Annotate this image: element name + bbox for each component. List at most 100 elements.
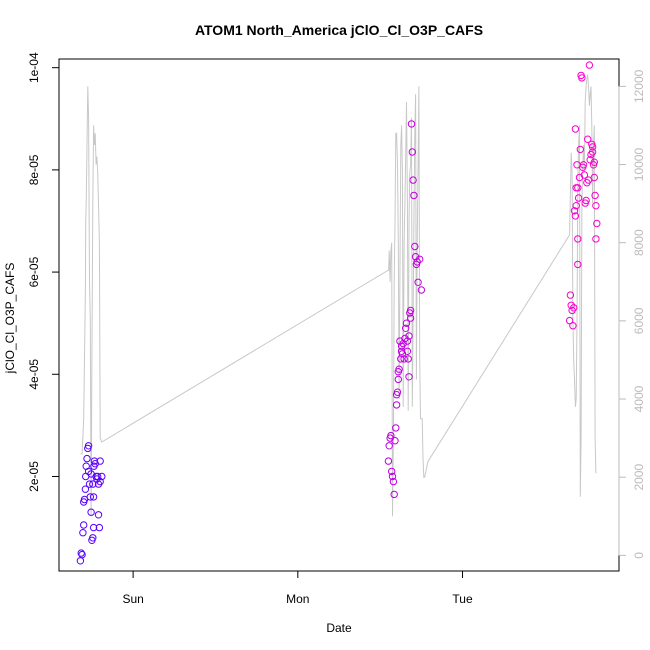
- data-point: [405, 373, 413, 381]
- data-point: [85, 480, 94, 488]
- data-point: [96, 477, 104, 486]
- data-point: [406, 306, 415, 315]
- data-point: [385, 442, 393, 450]
- data-point: [580, 171, 589, 179]
- data-point: [410, 191, 418, 200]
- x-tick-label: Mon: [286, 592, 309, 606]
- data-point: [86, 493, 95, 501]
- data-point: [87, 508, 95, 516]
- data-point: [400, 355, 408, 363]
- data-point: [570, 207, 579, 215]
- data-point: [578, 74, 586, 82]
- data-point: [98, 472, 106, 481]
- altitude-line-layer: [80, 74, 597, 517]
- y-tick-label: 2e-05: [27, 461, 41, 492]
- data-point: [592, 235, 600, 243]
- data-point: [407, 120, 416, 128]
- data-point: [593, 219, 601, 228]
- points-layer: [76, 61, 601, 565]
- y-right-tick-label: 12000: [632, 69, 646, 103]
- data-point: [384, 457, 393, 465]
- data-point: [392, 401, 401, 409]
- data-point: [79, 529, 87, 537]
- data-point: [406, 314, 415, 322]
- y-axis: 2e-05 4e-05 6e-05 8e-05 1e-04: [27, 52, 60, 492]
- data-point: [399, 339, 407, 348]
- data-point: [585, 61, 594, 69]
- data-point: [87, 470, 95, 478]
- data-point: [414, 278, 422, 286]
- data-point: [572, 202, 580, 210]
- data-point: [405, 332, 413, 340]
- data-point: [574, 260, 582, 269]
- data-point: [590, 173, 598, 182]
- data-point: [411, 253, 420, 261]
- chart-title: ATOM1 North_America jClO_Cl_O3P_CAFS: [195, 22, 483, 38]
- data-point: [579, 161, 588, 169]
- data-point: [417, 286, 426, 294]
- y-right-tick-label: 10000: [632, 148, 646, 182]
- data-point: [77, 549, 85, 557]
- data-point: [403, 347, 412, 355]
- data-point: [408, 148, 416, 156]
- data-point: [590, 158, 598, 166]
- data-point: [572, 184, 580, 192]
- data-point: [397, 355, 405, 363]
- data-point: [89, 480, 97, 488]
- data-point: [89, 523, 98, 532]
- data-point: [391, 437, 399, 445]
- data-point: [394, 368, 402, 376]
- data-point: [390, 490, 398, 499]
- data-point: [416, 255, 424, 263]
- y-tick-label: 4e-05: [27, 359, 41, 390]
- data-point: [569, 322, 577, 330]
- data-point: [570, 304, 578, 312]
- data-point: [394, 375, 402, 384]
- x-axis: Sun Mon Tue: [122, 570, 473, 606]
- data-point: [576, 145, 584, 154]
- data-point: [574, 235, 582, 243]
- data-point: [409, 176, 417, 184]
- data-point: [565, 316, 574, 325]
- data-point: [567, 301, 575, 309]
- data-point: [588, 143, 597, 151]
- data-point: [96, 457, 104, 465]
- data-point: [388, 472, 397, 481]
- data-point: [571, 212, 580, 220]
- data-point: [588, 148, 597, 156]
- data-point: [83, 454, 91, 463]
- data-point: [84, 442, 93, 450]
- data-point: [401, 334, 409, 343]
- y-axis-label: jClO_Cl_O3P_CAFS: [3, 263, 17, 375]
- data-point: [389, 477, 398, 486]
- data-point: [566, 291, 575, 299]
- y-tick-label: 6e-05: [27, 256, 41, 287]
- data-point: [404, 355, 412, 363]
- data-point: [89, 493, 98, 501]
- data-point: [402, 319, 411, 327]
- y-right-tick-label: 8000: [632, 229, 646, 256]
- y-right-tick-label: 2000: [632, 464, 646, 491]
- data-point: [413, 258, 421, 266]
- data-point: [392, 391, 401, 399]
- data-point: [403, 337, 412, 345]
- data-point: [582, 196, 590, 205]
- data-point: [80, 521, 88, 529]
- x-axis-label: Date: [326, 621, 352, 635]
- y-right-tick-label: 4000: [632, 385, 646, 412]
- data-point: [397, 347, 406, 355]
- data-point: [392, 424, 400, 432]
- y-tick-label: 1e-04: [27, 52, 41, 83]
- data-point: [78, 550, 86, 559]
- data-point: [84, 467, 93, 476]
- data-point: [95, 523, 104, 532]
- data-point: [571, 125, 580, 133]
- data-point: [81, 485, 90, 493]
- data-point: [94, 511, 103, 519]
- y-right-tick-label: 0: [632, 552, 646, 559]
- x-tick-label: Sun: [122, 592, 143, 606]
- data-point: [411, 242, 419, 251]
- data-point: [586, 156, 594, 164]
